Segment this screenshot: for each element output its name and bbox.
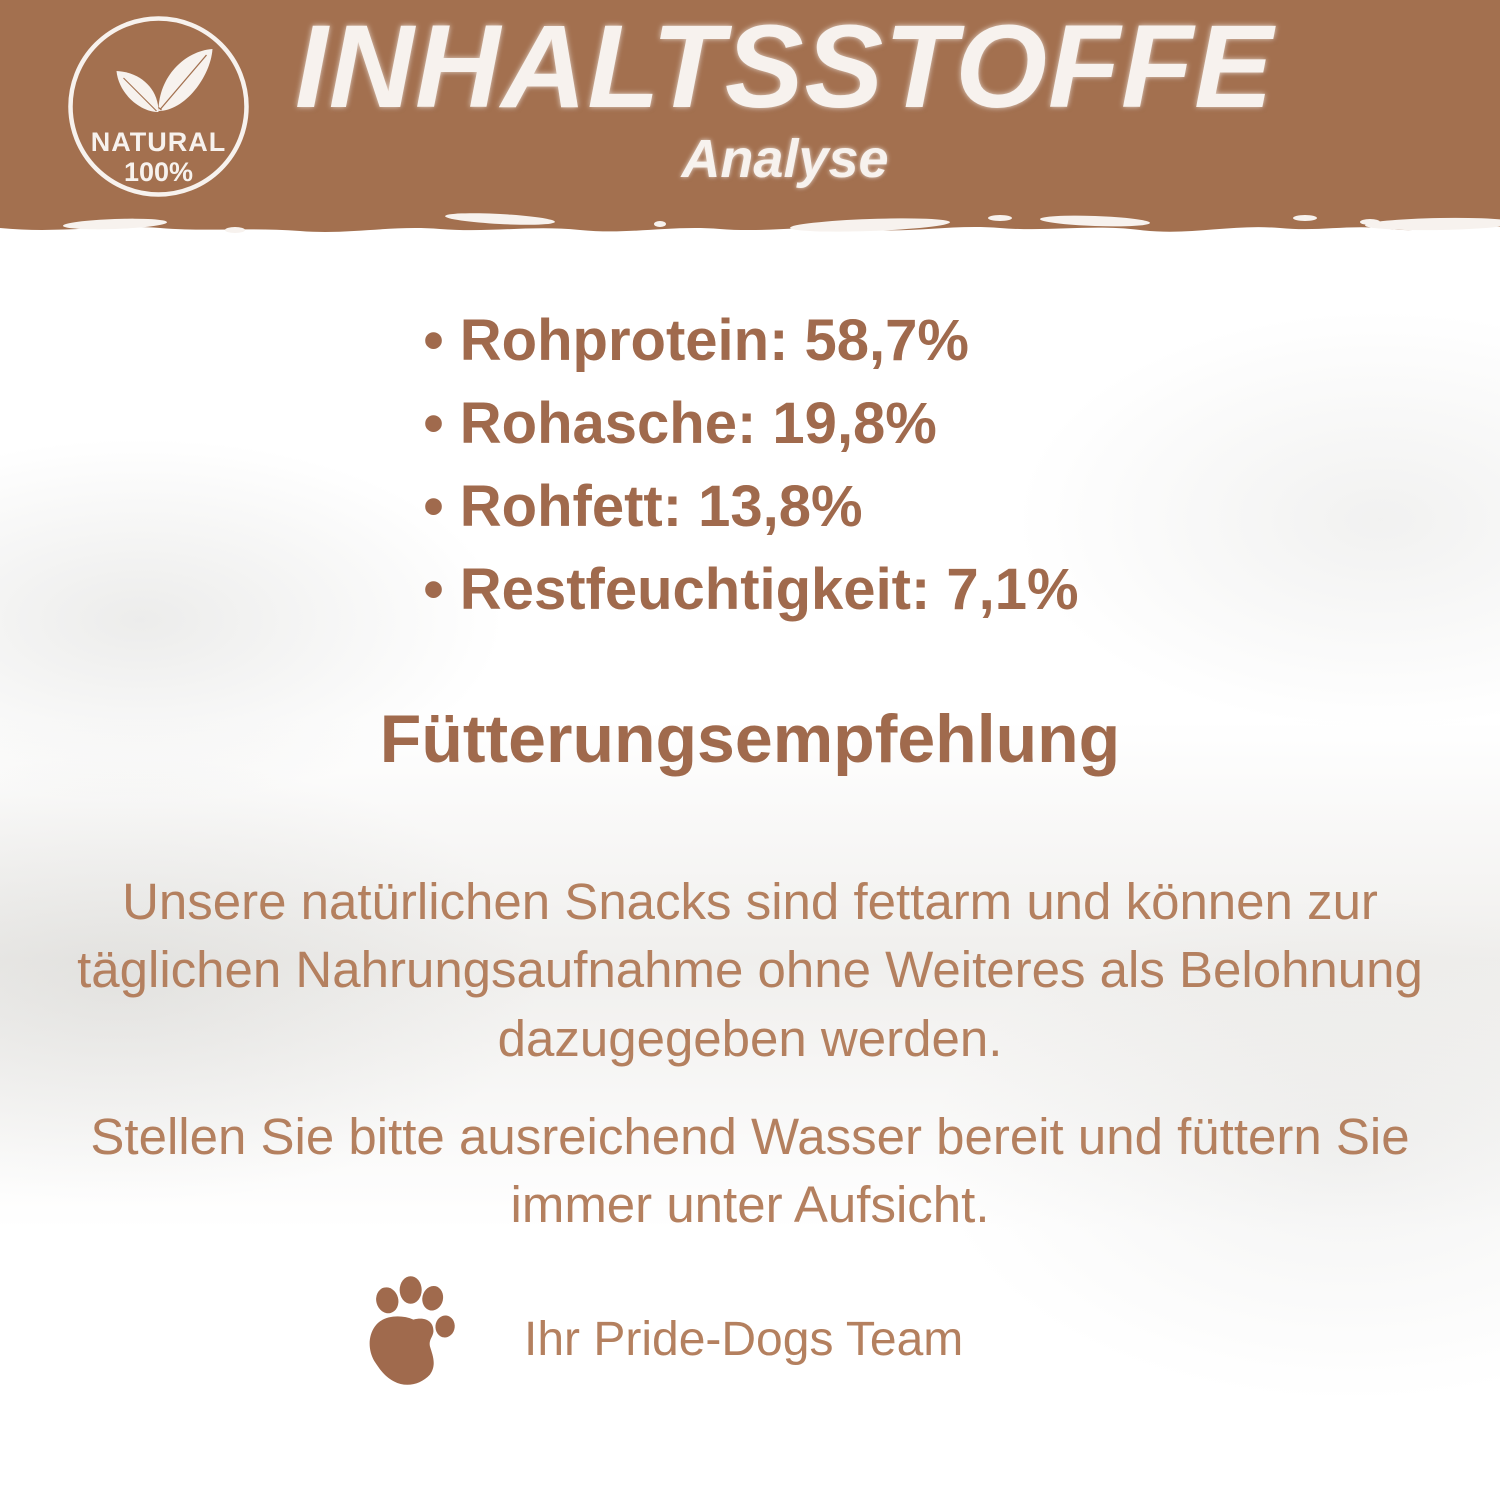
svg-text:100%: 100% xyxy=(124,157,193,187)
svg-text:NATURAL: NATURAL xyxy=(91,127,226,157)
